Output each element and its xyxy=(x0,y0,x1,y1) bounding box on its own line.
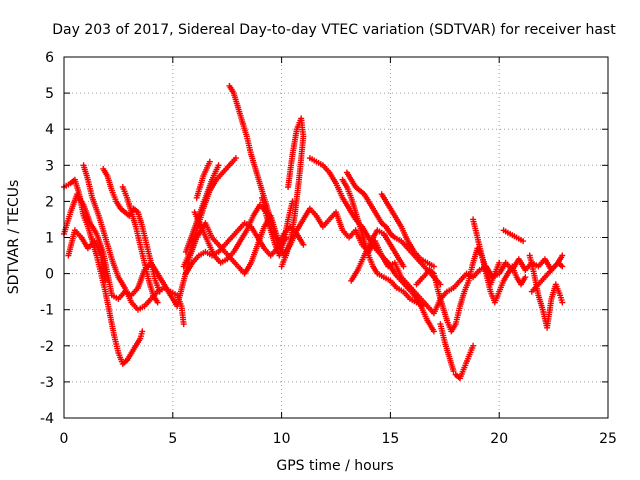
y-tick-label: -2 xyxy=(40,339,54,355)
data-point-marker xyxy=(559,252,566,259)
data-point-marker xyxy=(300,241,307,248)
y-tick-label: 2 xyxy=(45,194,54,210)
x-axis-label: GPS time / hours xyxy=(276,458,393,474)
data-point-marker xyxy=(289,198,296,205)
x-tick-label: 20 xyxy=(490,431,508,447)
x-tick-label: 25 xyxy=(599,431,617,447)
data-point-marker xyxy=(470,342,477,349)
y-axis-label: SDTVAR / TECUs xyxy=(6,180,22,295)
data-point-marker xyxy=(278,263,285,270)
data-point-marker xyxy=(180,321,187,328)
data-point-marker xyxy=(430,263,437,270)
data-point-marker xyxy=(450,368,457,375)
axis-ticks xyxy=(63,56,609,419)
data-point-marker xyxy=(559,299,566,306)
x-tick-label: 15 xyxy=(381,431,399,447)
data-point-marker xyxy=(496,259,503,266)
x-tick-label: 10 xyxy=(273,431,291,447)
chart-title: Day 203 of 2017, Sidereal Day-to-day VTE… xyxy=(52,22,616,38)
data-point-marker xyxy=(400,263,407,270)
y-tick-labels: -4 -3 -2 -1 0 1 2 3 4 5 6 xyxy=(40,50,54,427)
data-point-marker xyxy=(232,155,239,162)
data-point-marker xyxy=(206,158,213,165)
y-tick-label: 0 xyxy=(45,267,54,283)
data-point-marker xyxy=(559,263,566,270)
data-point-marker xyxy=(102,277,109,284)
x-tick-labels: 0 5 10 15 20 25 xyxy=(60,431,617,447)
y-tick-label: 5 xyxy=(45,86,54,102)
x-tick-label: 0 xyxy=(60,431,69,447)
data-point-marker xyxy=(215,162,222,169)
data-point-marker xyxy=(522,274,529,281)
data-points xyxy=(61,82,566,382)
data-point-marker xyxy=(139,328,146,335)
y-tick-label: 3 xyxy=(45,158,54,174)
data-point-marker xyxy=(430,328,437,335)
data-point-marker xyxy=(520,238,527,245)
x-tick-label: 5 xyxy=(168,431,177,447)
data-point-marker xyxy=(156,288,163,295)
data-point-marker xyxy=(154,299,161,306)
y-tick-label: 1 xyxy=(45,231,54,247)
y-tick-label: -1 xyxy=(40,303,54,319)
y-tick-label: 4 xyxy=(45,122,54,138)
series-group xyxy=(61,82,566,382)
y-tick-label: 6 xyxy=(45,50,54,66)
grid-lines xyxy=(64,57,608,418)
y-tick-label: -4 xyxy=(40,411,54,427)
data-point-marker xyxy=(420,303,426,310)
y-tick-label: -3 xyxy=(40,375,54,391)
